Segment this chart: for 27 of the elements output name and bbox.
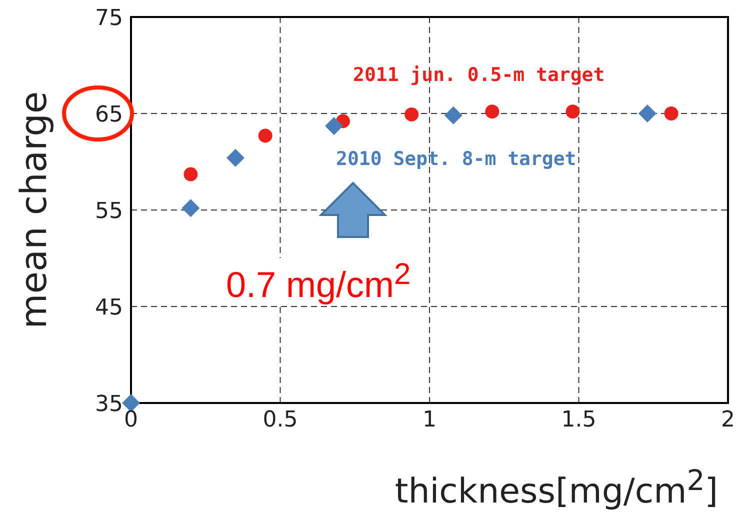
- point: [485, 104, 500, 119]
- point: [664, 106, 678, 120]
- point: [258, 128, 272, 143]
- y-tick-label: 55: [95, 198, 123, 224]
- y-tick-label: 35: [95, 392, 123, 417]
- x-tick-label: 1.5: [561, 408, 596, 433]
- y-axis-title: mean charge: [14, 91, 54, 329]
- x-tick-label: 0: [124, 408, 138, 433]
- x-tick-label: 2: [721, 408, 735, 433]
- y-tick-label: 75: [95, 6, 123, 31]
- x-tick-label: 1: [422, 408, 436, 433]
- point: [404, 107, 419, 122]
- series-label: 2010 Sept. 8-m target: [336, 148, 576, 170]
- x-tick-label: 0.5: [262, 408, 298, 433]
- series-label: 2011 jun. 0.5-m target: [353, 64, 605, 86]
- point: [638, 104, 656, 122]
- x-axis-title: thickness[mg/cm$^{2}$]: [394, 464, 718, 512]
- point: [182, 199, 200, 218]
- annotation: 0.7 mg/cm$^{2}$: [218, 258, 419, 306]
- point: [566, 104, 580, 119]
- point: [184, 167, 198, 182]
- point: [122, 394, 140, 412]
- point: [324, 117, 343, 136]
- y-tick-label: 45: [95, 295, 123, 320]
- point: [444, 106, 462, 124]
- point: [226, 148, 244, 167]
- y-tick-label: 65: [95, 102, 123, 128]
